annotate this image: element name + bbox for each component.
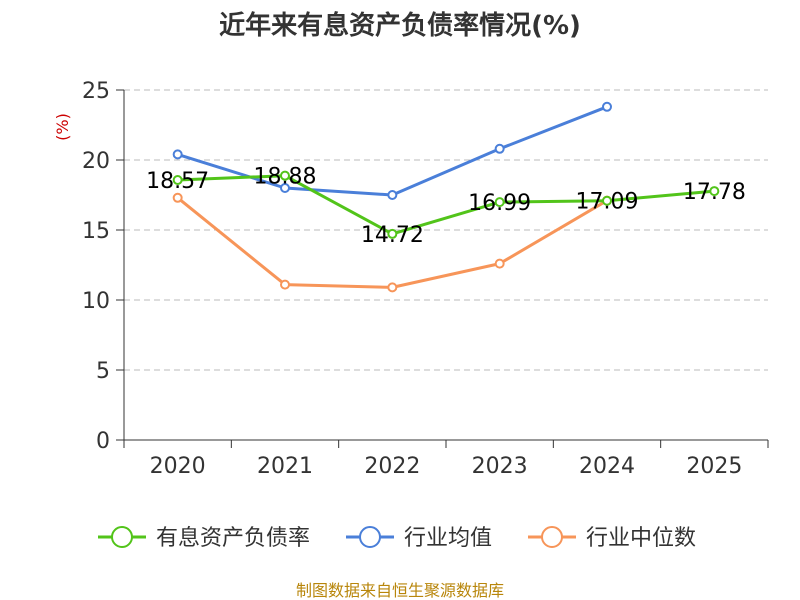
chart-title: 近年来有息资产负债率情况(%) [219,10,581,41]
legend-label: 行业均值 [404,526,492,551]
series-line-1 [177,105,608,197]
y-axis-label: (%) [53,113,72,141]
data-point [172,192,183,203]
data-point [172,175,183,186]
data-point [709,186,720,197]
series [172,101,720,293]
y-tick-label: 0 [96,429,110,454]
y-tick-label: 15 [82,219,110,244]
data-point [280,183,290,193]
data-point [387,190,398,200]
x-tick-label: 2024 [579,454,635,479]
data-point [387,228,398,239]
legend-label: 有息资产负债率 [156,526,310,551]
y-tick-label: 10 [82,289,110,314]
data-label: 18.88 [254,165,317,190]
data-point [280,170,290,181]
legend-marker [541,526,563,548]
data-label: 18.57 [146,169,209,194]
x-tick-label: 2025 [686,454,742,479]
y-tick-label: 20 [82,149,110,174]
data-label: 14.72 [361,223,424,248]
series-line-0 [177,174,715,236]
data-label: 16.99 [468,191,531,216]
data-point [172,149,183,160]
data-point [280,279,290,290]
data-point [494,197,505,208]
x-tick-label: 2022 [364,454,420,479]
legend: 有息资产负债率 行业均值 行业中位数 [98,526,696,551]
x-tick-label: 2023 [472,454,528,479]
data-point [494,143,505,154]
data-point [602,195,612,206]
x-tick-label: 2020 [150,454,206,479]
legend-label: 行业中位数 [586,526,696,551]
data-label: 17.78 [683,180,746,205]
y-tick-label: 25 [82,79,110,104]
data-point [387,282,398,293]
y-tick-label: 5 [96,359,110,384]
data-labels: 18.57 18.88 14.72 16.99 17.09 17.78 [146,165,746,248]
source-note: 制图数据来自恒生聚源数据库 [296,581,504,600]
data-point [602,101,612,112]
grid [124,89,768,371]
legend-marker [111,526,133,548]
data-label: 17.09 [576,190,639,215]
legend-marker [359,526,381,548]
data-point [494,258,505,269]
x-tick-label: 2021 [257,454,313,479]
